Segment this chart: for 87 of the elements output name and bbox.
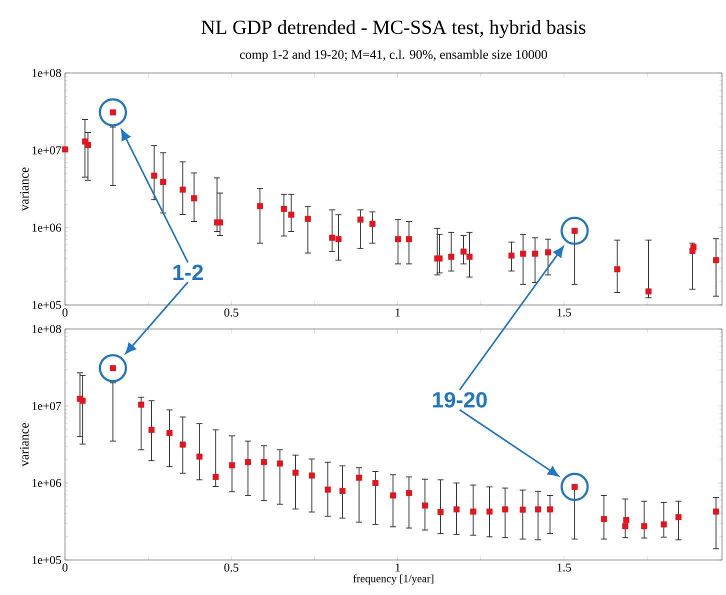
point bbox=[645, 288, 652, 294]
point bbox=[372, 480, 378, 486]
point bbox=[191, 195, 198, 202]
point bbox=[196, 454, 202, 460]
point bbox=[713, 508, 720, 515]
point bbox=[280, 206, 287, 212]
y-tick-label: 1e+08 bbox=[32, 324, 62, 334]
y-tick-label: 1e+05 bbox=[32, 556, 62, 564]
point bbox=[545, 249, 552, 256]
chart-title: NL GDP detrended - MC-SSA test, hybrid basis bbox=[201, 20, 586, 38]
x-tick-label: 0 bbox=[62, 308, 68, 317]
point bbox=[276, 460, 283, 467]
point bbox=[335, 236, 342, 242]
point bbox=[329, 234, 336, 241]
point bbox=[138, 402, 144, 408]
point bbox=[228, 462, 235, 468]
point bbox=[448, 254, 454, 260]
point bbox=[422, 502, 428, 509]
point bbox=[148, 426, 154, 433]
point bbox=[520, 250, 526, 257]
point bbox=[217, 219, 224, 226]
x-tick-label: 1.5 bbox=[558, 308, 572, 317]
point bbox=[623, 517, 630, 524]
point bbox=[470, 508, 476, 515]
y-axis-title: variance bbox=[20, 423, 29, 466]
x-tick-label: 0.5 bbox=[224, 564, 238, 572]
y-tick-label: 1e+05 bbox=[32, 300, 62, 310]
point bbox=[292, 470, 299, 476]
point bbox=[390, 492, 396, 498]
y-tick-label: 1e+07 bbox=[32, 146, 62, 154]
point bbox=[180, 442, 186, 448]
point bbox=[288, 212, 294, 218]
point bbox=[614, 266, 620, 272]
point bbox=[84, 142, 91, 148]
point bbox=[160, 178, 166, 185]
point bbox=[308, 472, 315, 479]
point bbox=[641, 523, 648, 530]
y-tick-label: 1e+06 bbox=[32, 478, 62, 488]
point bbox=[535, 506, 542, 512]
point bbox=[454, 506, 460, 512]
point bbox=[394, 236, 401, 242]
y-tick-label: 1e+07 bbox=[32, 402, 62, 410]
point bbox=[713, 257, 720, 264]
y-tick-label: 1e+06 bbox=[32, 224, 62, 232]
x-tick-label: 0 bbox=[62, 564, 68, 572]
point bbox=[339, 488, 346, 494]
annotation: 19-20 bbox=[432, 392, 487, 408]
point bbox=[532, 250, 538, 257]
point bbox=[406, 490, 412, 496]
point bbox=[436, 255, 443, 262]
point bbox=[675, 514, 682, 520]
point bbox=[502, 506, 508, 512]
x-tick-label: 1.5 bbox=[558, 564, 572, 572]
annotation: 1-2 bbox=[173, 264, 203, 280]
point bbox=[690, 244, 696, 250]
point bbox=[356, 474, 362, 481]
point bbox=[520, 506, 526, 513]
point bbox=[304, 216, 311, 222]
point bbox=[62, 146, 68, 152]
point bbox=[151, 172, 158, 179]
point bbox=[466, 254, 473, 260]
point bbox=[460, 248, 467, 255]
point bbox=[244, 459, 251, 466]
point bbox=[212, 474, 219, 480]
point bbox=[166, 430, 172, 436]
point bbox=[508, 252, 514, 259]
point bbox=[600, 516, 607, 522]
x-axis-title: frequency [1/year] bbox=[353, 574, 434, 585]
chart-subtitle: comp 1-2 and 19-20; M=41, c.l. 90%, ensamble size 10000 bbox=[240, 50, 548, 62]
point bbox=[357, 216, 364, 223]
point bbox=[180, 186, 186, 193]
point bbox=[547, 506, 554, 512]
point bbox=[256, 203, 263, 210]
y-axis-title: variance bbox=[20, 168, 29, 211]
y-tick-label: 1e+08 bbox=[32, 68, 62, 78]
point bbox=[406, 236, 412, 242]
x-tick-label: 0.5 bbox=[224, 308, 238, 317]
point bbox=[622, 523, 628, 530]
point bbox=[438, 509, 444, 516]
point bbox=[80, 398, 86, 404]
point bbox=[260, 459, 267, 466]
point bbox=[486, 508, 492, 515]
point bbox=[324, 486, 331, 493]
x-tick-label: 1 bbox=[396, 564, 400, 572]
point bbox=[660, 521, 667, 528]
point bbox=[369, 220, 376, 227]
x-tick-label: 1 bbox=[396, 308, 400, 316]
